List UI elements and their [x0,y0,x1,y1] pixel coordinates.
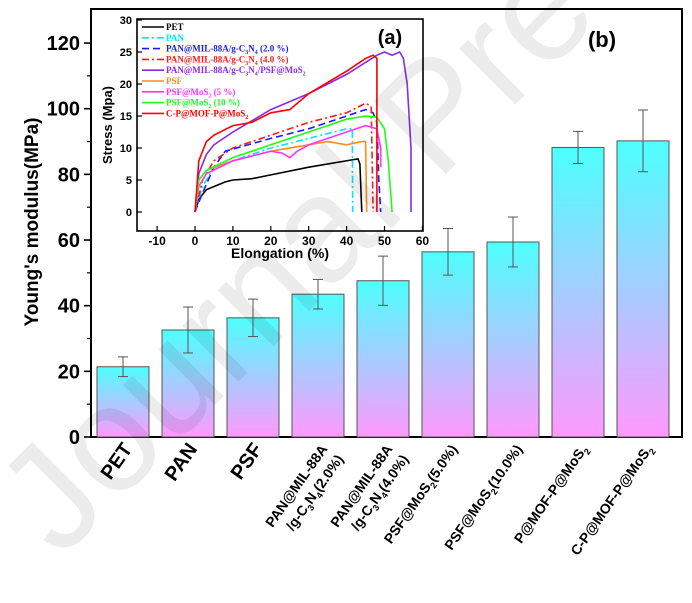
inset-x-tick-label: 10 [226,234,240,248]
bar [551,146,605,438]
main-y-axis-title: Young's modulus(MPa) [22,118,43,327]
legend-label: PSF [166,76,183,86]
series-line [194,54,378,213]
panel-label-a: (a) [378,27,402,49]
inset-background [137,19,423,231]
inset-x-tick-label: 60 [416,234,430,248]
series-line [194,158,363,213]
inset-x-tick-label: 30 [302,234,316,248]
y-tick-label: 40 [58,296,80,318]
panel-label-b: (b) [588,27,616,52]
bar [226,317,280,438]
legend-label: PSF@MoS2 (10 %) [166,98,240,111]
inset-y-axis-title: Stress (Mpa) [100,86,115,164]
inset-axes: 0 5 10 15 20 25 30 -10 0 10 20 30 40 50 60 [120,15,430,248]
y-tick-label: 80 [58,164,80,186]
inset-y-tick-label: 5 [126,175,132,187]
inset-y-tick-label: 30 [120,15,132,27]
legend-label: PAN@MIL-88A/g-C3N4 (2.0 %) [166,44,288,57]
inset-x-tick-label: 20 [264,234,278,248]
y-tick-label: 120 [47,33,80,55]
series-line [194,115,393,213]
inset-x-tick-label: 0 [192,234,199,248]
legend-label: PAN@MIL-88A/g-C3N4/PSF@MoS2 [166,65,306,78]
series-line [194,50,412,213]
inset-x-tick-label: 40 [340,234,354,248]
inset-x-axis-title: Elongation (%) [231,245,329,261]
bar [356,280,410,438]
y-tick-label: 100 [47,99,80,121]
bar [96,366,150,438]
bars [96,109,670,438]
inset-y-tick-label: 10 [120,143,132,155]
inset-y-tick-label: 20 [120,79,132,91]
inset-x-tick-label: 50 [378,234,392,248]
main-y-axis: 0 20 40 60 80 100 120 [47,33,91,449]
y-tick-label: 60 [58,230,80,252]
legend-label: PSF@MoS2 (5 %) [166,87,235,100]
inset-x-tick-label: -10 [148,234,166,248]
bar [421,251,475,438]
inset-plot-frame [136,18,424,232]
series-line [194,124,382,213]
inset-y-tick-label: 25 [120,47,132,59]
inset-y-tick-label: 15 [120,111,132,123]
bar [616,140,670,438]
inset-y-tick-label: 0 [126,207,132,219]
inset-lines [194,50,412,213]
y-tick-label: 20 [58,361,80,383]
x-tick-label: PSF [227,439,267,483]
legend-label: PET [166,22,184,32]
legend-label: C-P@MOF-P@MoS2 [166,108,248,121]
legend-label: PAN@MIL-88A/g-C3N4 (4.0 %) [166,54,288,67]
series-line [194,102,374,213]
series-line [194,128,354,213]
bar [486,241,540,438]
y-tick-label: 0 [69,427,80,449]
legend-label: PAN [166,33,184,43]
